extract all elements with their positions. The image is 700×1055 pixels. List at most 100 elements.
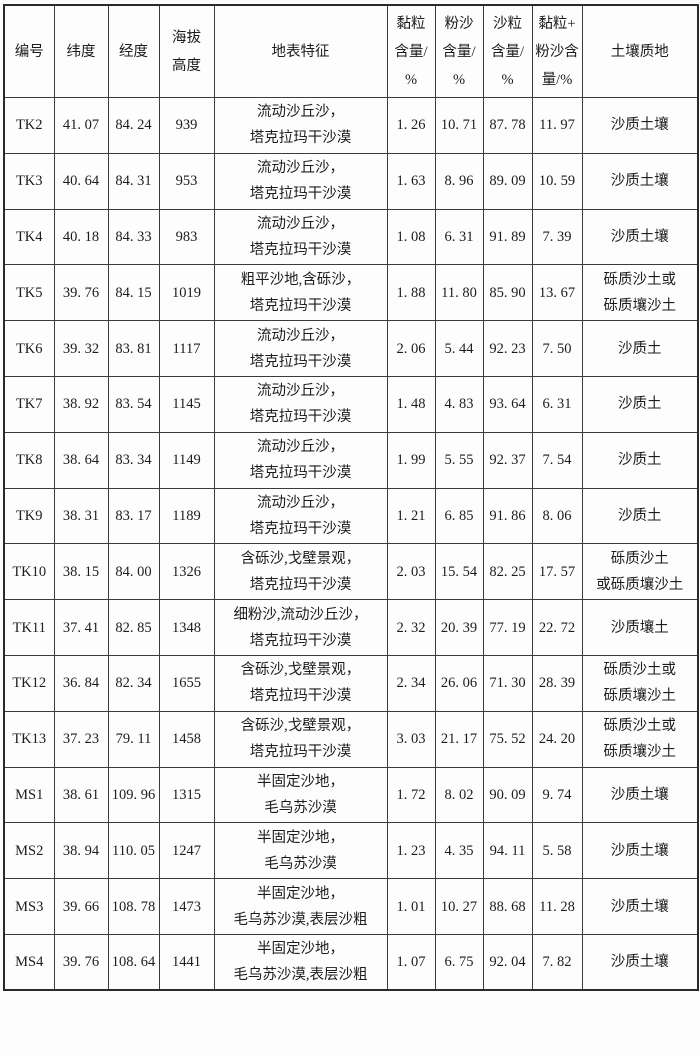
column-header-longitude: 经度: [107, 4, 160, 98]
cell-longitude: 83. 17: [107, 487, 160, 545]
column-header-silt: 粉沙 含量/ %: [434, 4, 484, 98]
cell-latitude: 39. 66: [53, 878, 109, 935]
cell-elevation: 1149: [158, 431, 215, 489]
cell-sand: 75. 52: [482, 710, 533, 768]
cell-longitude: 109. 96: [107, 766, 160, 824]
cell-elevation: 953: [158, 152, 215, 210]
cell-clay: 1. 72: [386, 766, 436, 824]
cell-sand: 82. 25: [482, 543, 533, 601]
cell-surface: 半固定沙地， 毛乌苏沙漠: [213, 766, 388, 824]
cell-clay: 1. 21: [386, 487, 436, 545]
cell-clay_silt: 7. 39: [531, 208, 583, 266]
cell-id: TK7: [3, 375, 55, 433]
cell-id: TK12: [3, 654, 55, 712]
cell-sand: 92. 23: [482, 320, 533, 377]
cell-longitude: 110. 05: [107, 822, 160, 880]
cell-longitude: 83. 81: [107, 320, 160, 377]
cell-surface: 流动沙丘沙， 塔克拉玛干沙漠: [213, 97, 388, 154]
cell-texture: 沙质土: [581, 487, 699, 545]
cell-clay: 2. 03: [386, 543, 436, 601]
cell-silt: 21. 17: [434, 710, 484, 768]
cell-silt: 6. 31: [434, 208, 484, 266]
cell-surface: 含砾沙,戈壁景观， 塔克拉玛干沙漠: [213, 710, 388, 768]
cell-id: TK3: [3, 152, 55, 210]
cell-latitude: 38. 15: [53, 543, 109, 601]
cell-clay_silt: 8. 06: [531, 487, 583, 545]
cell-elevation: 1473: [158, 878, 215, 935]
cell-id: MS1: [3, 766, 55, 824]
table-row: TK2 41. 07 84. 24 939 流动沙丘沙， 塔克拉玛干沙漠 1. 26 10.…: [3, 97, 699, 154]
column-header-id: 编号: [3, 4, 55, 98]
column-header-surface: 地表特征: [213, 4, 388, 98]
cell-clay: 1. 23: [386, 822, 436, 880]
cell-sand: 93. 64: [482, 375, 533, 433]
cell-sand: 92. 04: [482, 933, 533, 991]
table-row: TK12 36. 84 82. 34 1655 含砾沙,戈壁景观， 塔克拉玛干沙漠 2. …: [3, 654, 699, 712]
cell-clay_silt: 17. 57: [531, 543, 583, 601]
cell-clay_silt: 13. 67: [531, 264, 583, 322]
cell-surface: 含砾沙,戈壁景观， 塔克拉玛干沙漠: [213, 543, 388, 601]
cell-latitude: 40. 18: [53, 208, 109, 266]
cell-texture: 沙质土壤: [581, 822, 699, 880]
cell-longitude: 83. 54: [107, 375, 160, 433]
table-row: MS1 38. 61 109. 96 1315 半固定沙地， 毛乌苏沙漠 1. 72 8. …: [3, 766, 699, 824]
cell-texture: 沙质壤土: [581, 599, 699, 656]
cell-latitude: 37. 41: [53, 599, 109, 656]
cell-silt: 8. 96: [434, 152, 484, 210]
cell-clay: 3. 03: [386, 710, 436, 768]
table-row: TK4 40. 18 84. 33 983 流动沙丘沙， 塔克拉玛干沙漠 1. 08 6. …: [3, 208, 699, 266]
cell-texture: 沙质土壤: [581, 208, 699, 266]
cell-sand: 85. 90: [482, 264, 533, 322]
cell-sand: 77. 19: [482, 599, 533, 656]
cell-longitude: 108. 64: [107, 933, 160, 991]
cell-clay: 1. 63: [386, 152, 436, 210]
cell-silt: 8. 02: [434, 766, 484, 824]
cell-elevation: 1315: [158, 766, 215, 824]
cell-clay_silt: 11. 28: [531, 878, 583, 935]
cell-latitude: 39. 32: [53, 320, 109, 377]
cell-id: MS4: [3, 933, 55, 991]
cell-texture: 沙质土壤: [581, 766, 699, 824]
column-header-clay-silt: 黏粒+ 粉沙含 量/%: [531, 4, 583, 98]
cell-clay: 2. 06: [386, 320, 436, 377]
cell-longitude: 82. 34: [107, 654, 160, 712]
cell-silt: 5. 44: [434, 320, 484, 377]
cell-silt: 10. 71: [434, 97, 484, 154]
cell-longitude: 84. 00: [107, 543, 160, 601]
cell-latitude: 38. 61: [53, 766, 109, 824]
cell-longitude: 82. 85: [107, 599, 160, 656]
cell-latitude: 38. 31: [53, 487, 109, 545]
cell-surface: 流动沙丘沙， 塔克拉玛干沙漠: [213, 320, 388, 377]
table-row: TK11 37. 41 82. 85 1348 细粉沙,流动沙丘沙， 塔克拉玛干沙漠 2.…: [3, 599, 699, 656]
cell-sand: 71. 30: [482, 654, 533, 712]
cell-texture: 沙质土壤: [581, 152, 699, 210]
cell-clay_silt: 7. 82: [531, 933, 583, 991]
cell-silt: 10. 27: [434, 878, 484, 935]
table-row: TK8 38. 64 83. 34 1149 流动沙丘沙， 塔克拉玛干沙漠 1. 99 5.…: [3, 431, 699, 489]
cell-id: TK6: [3, 320, 55, 377]
cell-silt: 26. 06: [434, 654, 484, 712]
cell-id: TK8: [3, 431, 55, 489]
cell-elevation: 1458: [158, 710, 215, 768]
cell-longitude: 79. 11: [107, 710, 160, 768]
cell-clay: 2. 34: [386, 654, 436, 712]
cell-longitude: 84. 24: [107, 97, 160, 154]
column-header-sand: 沙粒 含量/ %: [482, 4, 533, 98]
cell-clay_silt: 28. 39: [531, 654, 583, 712]
cell-clay_silt: 7. 50: [531, 320, 583, 377]
cell-latitude: 39. 76: [53, 933, 109, 991]
cell-id: TK10: [3, 543, 55, 601]
cell-id: TK11: [3, 599, 55, 656]
column-header-texture: 土壤质地: [581, 4, 699, 98]
table-row: TK3 40. 64 84. 31 953 流动沙丘沙， 塔克拉玛干沙漠 1. 63 8. …: [3, 152, 699, 210]
cell-silt: 6. 85: [434, 487, 484, 545]
cell-surface: 含砾沙,戈壁景观， 塔克拉玛干沙漠: [213, 654, 388, 712]
cell-clay: 1. 01: [386, 878, 436, 935]
cell-silt: 4. 35: [434, 822, 484, 880]
cell-sand: 91. 86: [482, 487, 533, 545]
cell-texture: 沙质土壤: [581, 878, 699, 935]
cell-id: MS3: [3, 878, 55, 935]
cell-clay_silt: 5. 58: [531, 822, 583, 880]
cell-elevation: 1348: [158, 599, 215, 656]
cell-texture: 沙质土壤: [581, 97, 699, 154]
